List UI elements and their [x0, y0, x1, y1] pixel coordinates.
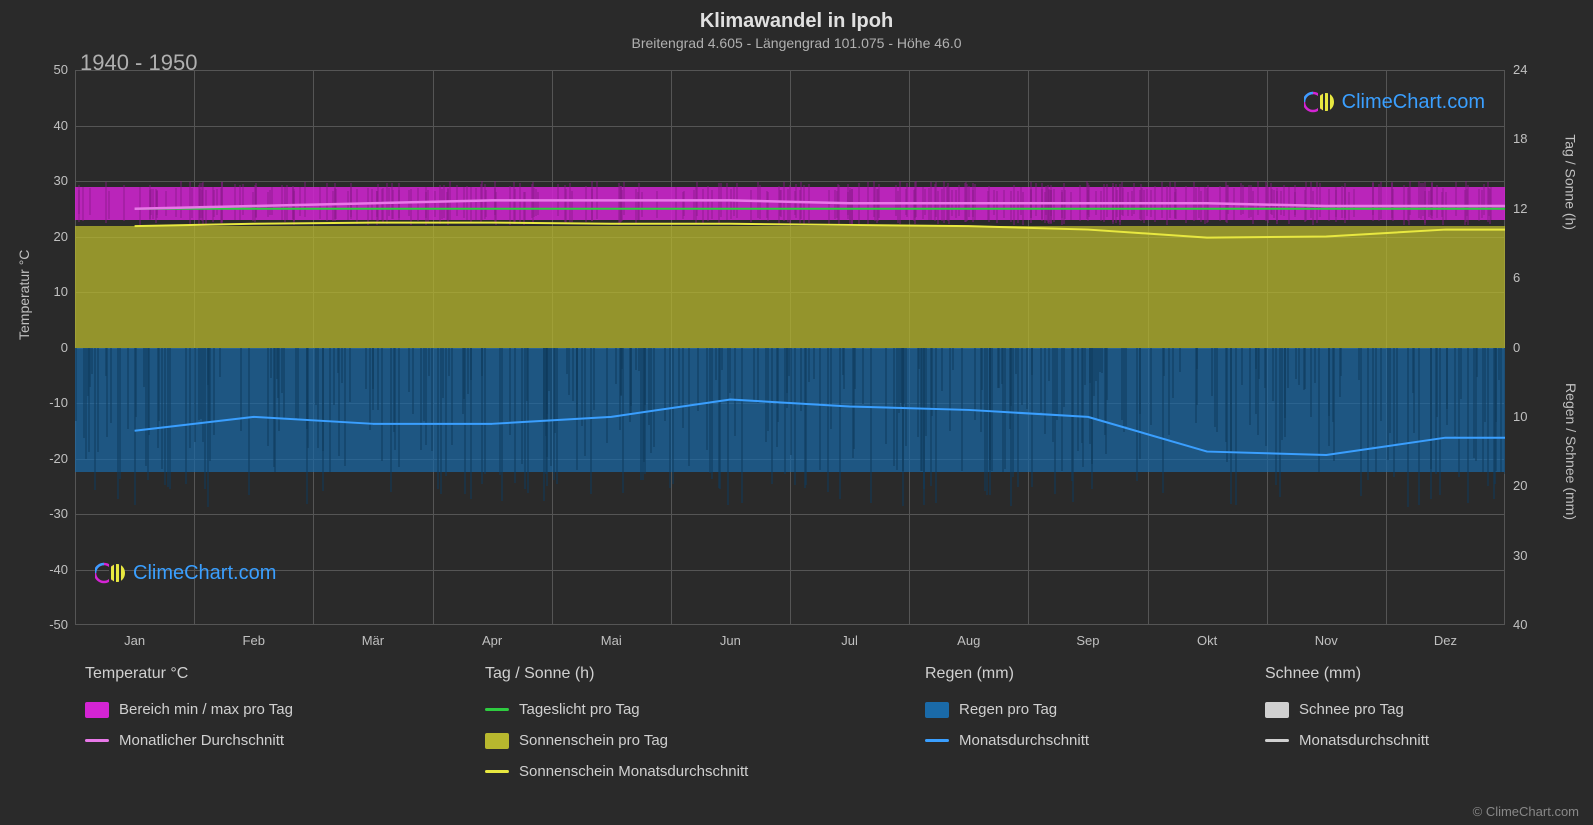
temp-avg-line	[135, 200, 1505, 208]
legend-label: Bereich min / max pro Tag	[119, 701, 293, 718]
right-tick-hours: 12	[1513, 201, 1527, 216]
legend-swatch	[925, 702, 949, 718]
legend-swatch	[85, 702, 109, 718]
legend-group: Schnee (mm) Schnee pro Tag Monatsdurchschn…	[1265, 665, 1429, 780]
month-label: Jun	[710, 633, 750, 648]
left-tick-label: 30	[40, 173, 68, 188]
legend-label: Tageslicht pro Tag	[519, 701, 640, 718]
month-label: Nov	[1306, 633, 1346, 648]
chart-plot-area: ClimeChart.com ClimeChart.com 5040302010…	[75, 70, 1505, 625]
month-label: Okt	[1187, 633, 1227, 648]
month-label: Dez	[1425, 633, 1465, 648]
left-tick-label: -40	[40, 562, 68, 577]
watermark-text: ClimeChart.com	[1342, 91, 1485, 114]
legend: Temperatur °C Bereich min / max pro Tag Mo…	[85, 665, 1515, 780]
legend-label: Schnee pro Tag	[1299, 701, 1404, 718]
watermark-bottom: ClimeChart.com	[95, 561, 276, 585]
legend-group: Regen (mm) Regen pro Tag Monatsdurchschnit…	[925, 665, 1205, 780]
left-tick-label: -30	[40, 506, 68, 521]
month-label: Jul	[830, 633, 870, 648]
right-axis-top-label: Tag / Sonne (h)	[1563, 134, 1579, 230]
legend-label: Monatsdurchschnitt	[959, 732, 1089, 749]
month-label: Feb	[234, 633, 274, 648]
left-tick-label: 0	[40, 340, 68, 355]
legend-header: Temperatur °C	[85, 665, 425, 683]
month-label: Mär	[353, 633, 393, 648]
left-tick-label: 20	[40, 229, 68, 244]
legend-item: Bereich min / max pro Tag	[85, 701, 425, 718]
left-tick-label: 50	[40, 62, 68, 77]
left-tick-label: -20	[40, 451, 68, 466]
legend-swatch	[485, 770, 509, 773]
legend-swatch	[485, 708, 509, 711]
rain-avg-line	[135, 400, 1505, 456]
legend-header: Schnee (mm)	[1265, 665, 1429, 683]
month-label: Mai	[591, 633, 631, 648]
line-layer	[75, 70, 1505, 625]
month-label: Apr	[472, 633, 512, 648]
legend-item: Regen pro Tag	[925, 701, 1205, 718]
sunshine-avg-line	[135, 223, 1505, 238]
left-tick-label: 40	[40, 118, 68, 133]
legend-label: Sonnenschein Monatsdurchschnitt	[519, 763, 748, 780]
legend-item: Sonnenschein Monatsdurchschnitt	[485, 763, 865, 780]
legend-item: Monatsdurchschnitt	[925, 732, 1205, 749]
month-label: Aug	[949, 633, 989, 648]
legend-label: Sonnenschein pro Tag	[519, 732, 668, 749]
copyright: © ClimeChart.com	[1473, 804, 1579, 819]
legend-label: Regen pro Tag	[959, 701, 1057, 718]
climechart-logo-icon	[95, 561, 127, 585]
left-tick-label: -50	[40, 617, 68, 632]
legend-group: Tag / Sonne (h) Tageslicht pro Tag Sonnens…	[485, 665, 865, 780]
legend-item: Monatlicher Durchschnitt	[85, 732, 425, 749]
legend-swatch	[485, 733, 509, 749]
left-tick-label: -10	[40, 395, 68, 410]
watermark-top: ClimeChart.com	[1304, 90, 1485, 114]
right-tick-hours: 24	[1513, 62, 1527, 77]
legend-label: Monatsdurchschnitt	[1299, 732, 1429, 749]
legend-swatch	[85, 739, 109, 742]
watermark-text: ClimeChart.com	[133, 562, 276, 585]
right-tick-mm: 20	[1513, 478, 1527, 493]
climechart-logo-icon	[1304, 90, 1336, 114]
left-axis-label: Temperatur °C	[16, 250, 32, 340]
right-axis-bottom-label: Regen / Schnee (mm)	[1563, 383, 1579, 520]
left-tick-label: 10	[40, 284, 68, 299]
right-tick-mm: 30	[1513, 548, 1527, 563]
legend-item: Tageslicht pro Tag	[485, 701, 865, 718]
right-tick-hours: 0	[1513, 340, 1520, 355]
legend-item: Monatsdurchschnitt	[1265, 732, 1429, 749]
legend-header: Regen (mm)	[925, 665, 1205, 683]
chart-title: Klimawandel in Ipoh	[0, 10, 1593, 33]
legend-swatch	[925, 739, 949, 742]
legend-label: Monatlicher Durchschnitt	[119, 732, 284, 749]
legend-item: Sonnenschein pro Tag	[485, 732, 865, 749]
chart-subtitle: Breitengrad 4.605 - Längengrad 101.075 -…	[0, 35, 1593, 51]
right-tick-hours: 6	[1513, 270, 1520, 285]
month-label: Sep	[1068, 633, 1108, 648]
right-tick-mm: 10	[1513, 409, 1527, 424]
legend-group: Temperatur °C Bereich min / max pro Tag Mo…	[85, 665, 425, 780]
right-tick-hours: 18	[1513, 131, 1527, 146]
right-tick-mm: 40	[1513, 617, 1527, 632]
legend-item: Schnee pro Tag	[1265, 701, 1429, 718]
month-label: Jan	[115, 633, 155, 648]
legend-swatch	[1265, 702, 1289, 718]
legend-header: Tag / Sonne (h)	[485, 665, 865, 683]
legend-swatch	[1265, 739, 1289, 742]
